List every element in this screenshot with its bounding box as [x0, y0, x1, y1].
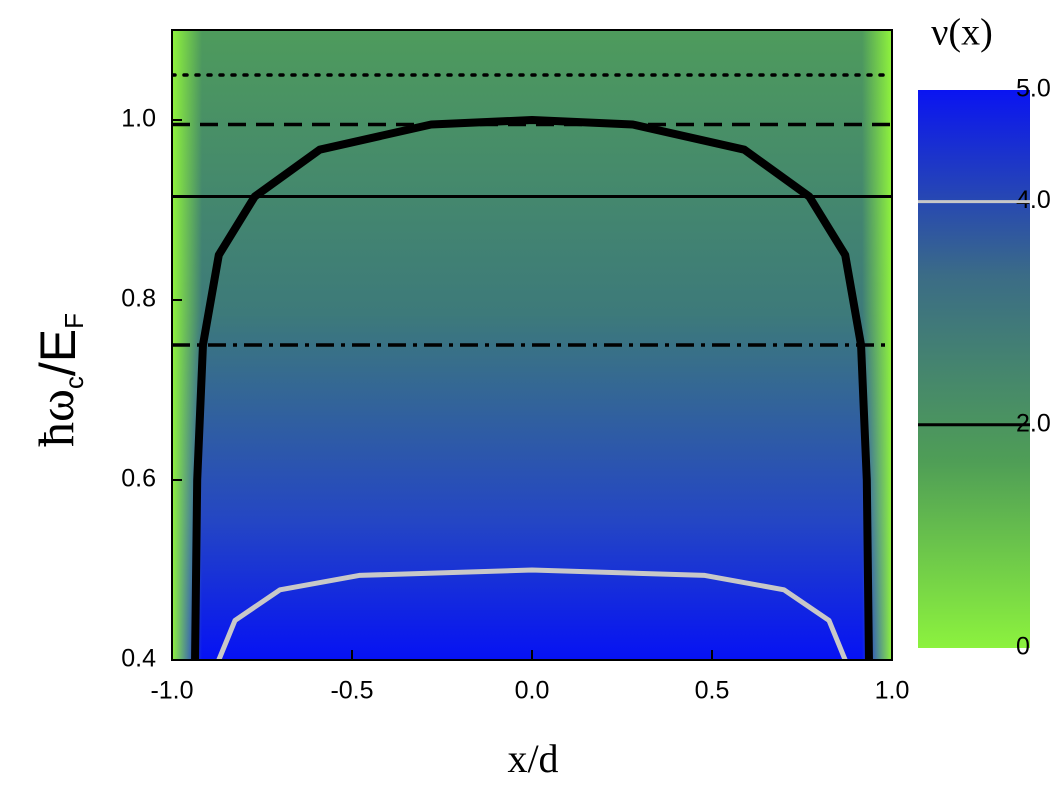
colorbar-tick-label: 5.0	[1016, 75, 1051, 103]
x-tick-label: 1.0	[875, 677, 910, 705]
colorbar	[918, 90, 1030, 648]
y-tick-label: 0.4	[121, 645, 156, 673]
y-label-sub: F	[59, 313, 89, 329]
y-label-sub: c	[59, 376, 89, 389]
x-tick-label: -1.0	[150, 677, 193, 705]
y-tick-label: 0.8	[121, 285, 156, 313]
y-tick-label: 1.0	[121, 105, 156, 133]
x-axis-label: x/d	[507, 736, 558, 781]
colorbar-tick-label: 0	[1016, 633, 1030, 661]
plot-area	[172, 73, 892, 660]
contour-line	[216, 567, 848, 660]
y-label-part: ħω	[28, 389, 84, 447]
colorbar-title: ν(x)	[931, 12, 993, 54]
y-axis-label: ħωc/EF	[28, 313, 88, 447]
x-tick-label: 0.0	[515, 677, 550, 705]
contour-line	[191, 116, 873, 660]
x-tick-label: 0.5	[695, 677, 730, 705]
y-label-part: /E	[30, 329, 86, 376]
y-tick-label: 0.6	[121, 465, 156, 493]
x-tick-label: -0.5	[330, 677, 373, 705]
